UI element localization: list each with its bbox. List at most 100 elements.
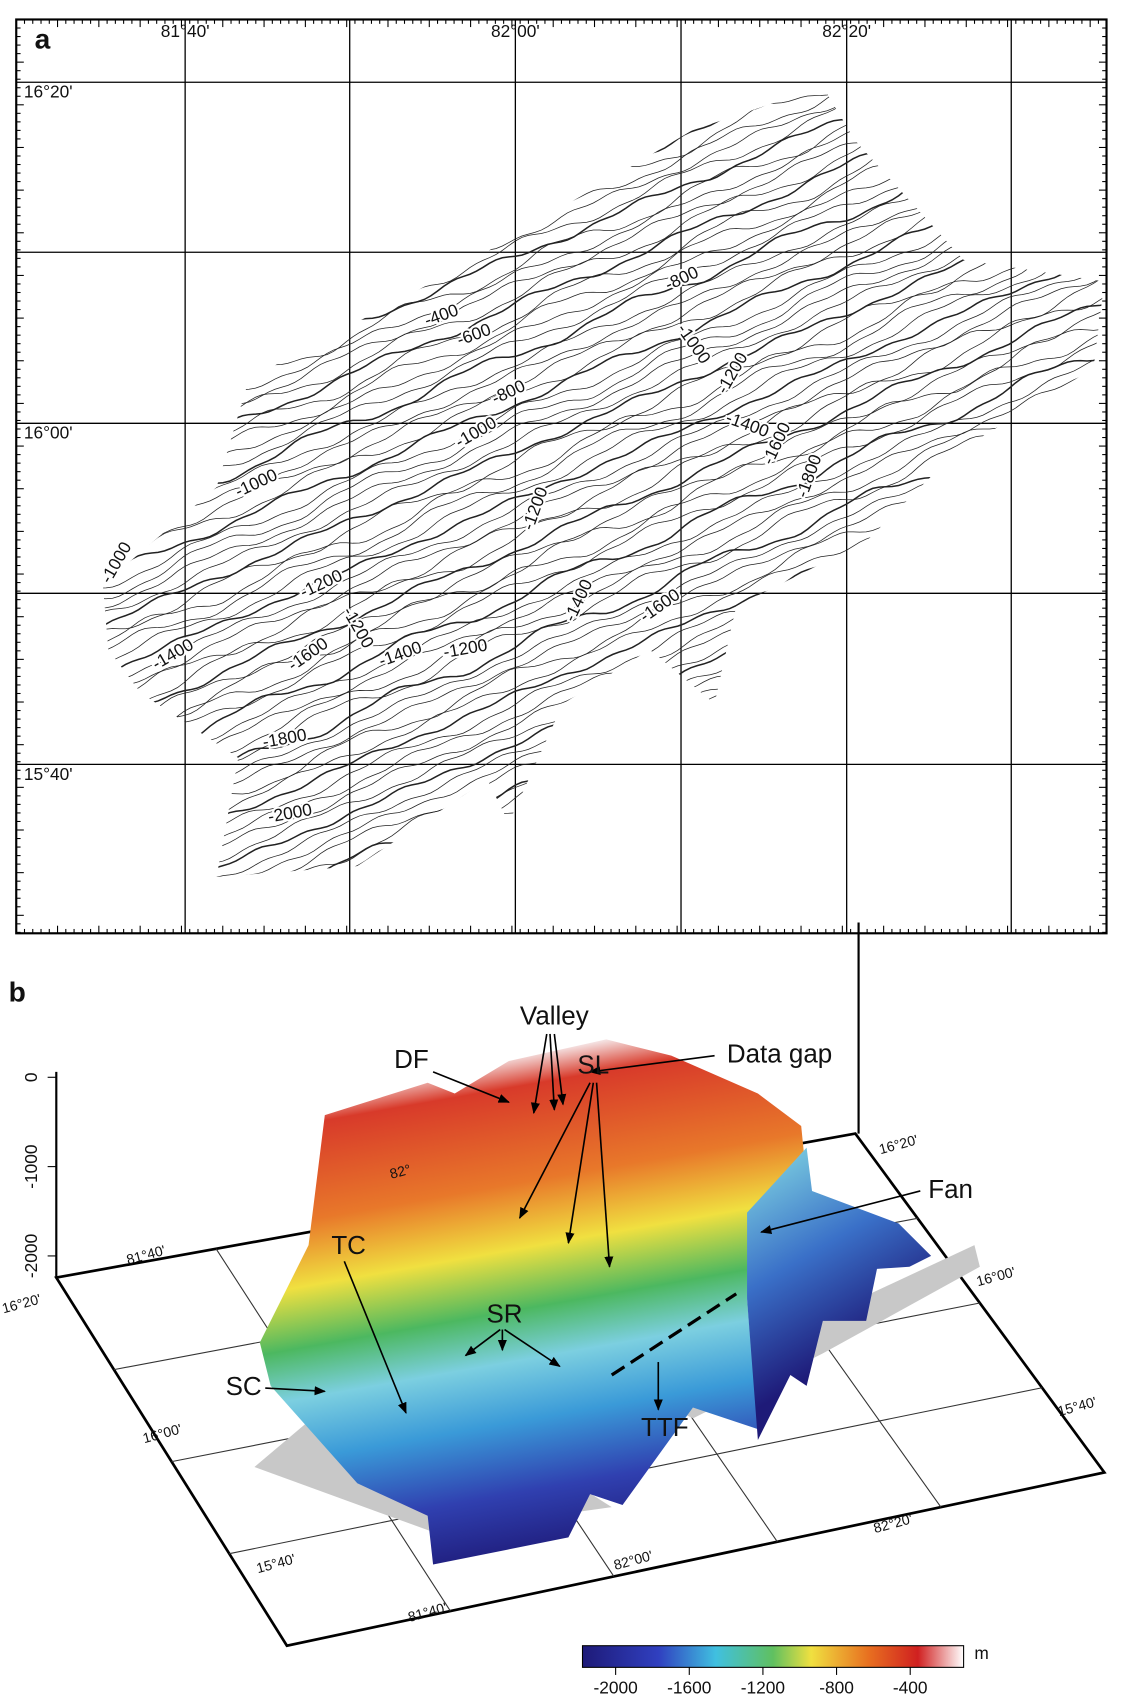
contour-label: -1000 xyxy=(452,412,500,451)
contour-line xyxy=(87,333,1113,771)
map-frame xyxy=(16,19,1106,933)
contour-line xyxy=(87,0,1113,417)
contour-line xyxy=(87,71,1113,490)
contour-line xyxy=(87,493,1113,923)
contour-line xyxy=(87,50,1113,471)
contour-label: -1400 xyxy=(148,634,196,673)
contour-label: -1000 xyxy=(232,464,281,501)
contour-line xyxy=(87,304,1113,741)
annotation: SL xyxy=(577,1049,609,1079)
contour-line xyxy=(87,0,1113,315)
lat-label: 16°20' xyxy=(24,82,73,102)
contour-label: -1400 xyxy=(376,637,424,671)
axis-label: 16°20' xyxy=(0,1291,42,1317)
contour-line xyxy=(87,573,1113,1000)
lon-label: 81°40' xyxy=(161,21,210,41)
contour-line xyxy=(87,587,1113,1007)
z-tick-label: -2000 xyxy=(21,1234,41,1278)
contour-line xyxy=(87,625,1113,1062)
annotation: SC xyxy=(226,1371,262,1401)
contour-line xyxy=(87,0,1113,424)
contour-line xyxy=(87,400,1113,822)
contour-label: -1200 xyxy=(712,349,751,397)
contour-line xyxy=(87,89,1113,527)
contour-label: -1200 xyxy=(518,484,552,532)
contour-line xyxy=(87,456,1113,882)
colorbar-unit: m xyxy=(974,1643,988,1663)
contour-line xyxy=(87,214,1113,637)
contour-line xyxy=(87,162,1113,590)
contour-line xyxy=(87,537,1113,959)
contour-line xyxy=(87,0,1113,380)
contour-line xyxy=(87,475,1113,902)
colorbar-label: -1600 xyxy=(667,1678,711,1698)
colorbar-label: -400 xyxy=(893,1678,928,1698)
contour-label: -600 xyxy=(454,319,493,350)
annotation: TC xyxy=(331,1230,366,1260)
z-tick-label: -1000 xyxy=(21,1144,41,1188)
contour-label: -1600 xyxy=(284,633,332,675)
contour-line xyxy=(87,0,1113,298)
panel-label: a xyxy=(35,24,51,55)
contour-label: -1200 xyxy=(442,635,489,662)
contour-line xyxy=(87,637,1113,1070)
lon-label: 82°20' xyxy=(822,21,871,41)
axis-label: 15°40' xyxy=(255,1550,297,1576)
contour-line xyxy=(87,369,1113,815)
panel-label: b xyxy=(9,976,26,1007)
contour-label: -1400 xyxy=(560,576,597,625)
axis-label: 81°40' xyxy=(125,1242,167,1268)
contour-line xyxy=(87,231,1113,663)
annotation: TTF xyxy=(641,1412,689,1442)
contour-line xyxy=(87,0,1113,335)
annotation: DF xyxy=(394,1044,429,1074)
contour-line xyxy=(87,378,1113,824)
contour-line xyxy=(87,652,1113,1094)
annotation: Valley xyxy=(520,1001,589,1031)
contour-line xyxy=(87,78,1113,499)
contour-line xyxy=(87,324,1113,743)
contour-line xyxy=(87,21,1113,440)
z-tick-label: 0 xyxy=(21,1072,41,1082)
contour-line xyxy=(87,1,1113,442)
contour-line xyxy=(87,135,1113,580)
annotation: Fan xyxy=(928,1174,973,1204)
contour-line xyxy=(87,181,1113,610)
contour-line xyxy=(87,499,1113,936)
annotation: Data gap xyxy=(727,1038,832,1068)
figure: a b 81°40' 82°00' 82°20' 16°20' 16°00' 15°40'… xyxy=(0,0,1126,1700)
contour-label: -1800 xyxy=(261,724,308,751)
axis-label: 16°20' xyxy=(877,1131,919,1157)
contour-line xyxy=(87,467,1113,891)
contour-line xyxy=(87,261,1113,688)
contour-label: -1800 xyxy=(792,452,826,500)
colorbar-label: -1200 xyxy=(741,1678,785,1698)
colorbar-label: -800 xyxy=(819,1678,854,1698)
axis-label: 81°40' xyxy=(406,1599,448,1625)
contour-label: -2000 xyxy=(266,799,313,826)
axis-label: 16°00' xyxy=(975,1263,1017,1289)
contour-label: -1000 xyxy=(673,320,715,368)
contour-line xyxy=(87,522,1113,952)
panels: a b 81°40' 82°00' 82°20' 16°20' 16°00' 15°40'… xyxy=(0,0,1113,1698)
annotation: SR xyxy=(486,1298,522,1328)
axis-label: 82°20' xyxy=(872,1510,914,1536)
contour-line xyxy=(87,602,1113,1029)
contour-line xyxy=(87,620,1113,1048)
contour-label: -400 xyxy=(422,299,461,330)
contour-line xyxy=(87,0,1113,332)
contour-line xyxy=(87,0,1113,290)
lon-label: 82°00' xyxy=(491,21,540,41)
contour-line xyxy=(87,26,1113,454)
contour-line xyxy=(87,154,1113,583)
contours xyxy=(87,0,1113,1095)
contour-line xyxy=(87,0,1113,358)
contour-line xyxy=(87,171,1113,599)
lat-label: 15°40' xyxy=(24,764,73,784)
contour-line xyxy=(87,592,1113,1019)
contour-line xyxy=(87,655,1113,1074)
contour-line xyxy=(87,293,1113,714)
axis-label: 15°40' xyxy=(1056,1393,1098,1419)
colorbar xyxy=(582,1646,963,1668)
contour-line xyxy=(87,233,1113,678)
